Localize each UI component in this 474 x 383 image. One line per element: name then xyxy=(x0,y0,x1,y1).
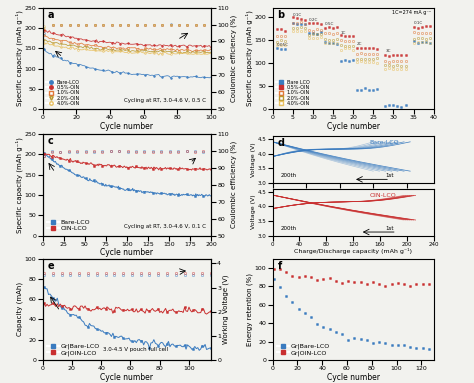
Legend: Bare-LCO, 0.5%-OIN, 1.0%-OIN, 2.0%-OIN, 4.0%-OIN: Bare-LCO, 0.5%-OIN, 1.0%-OIN, 2.0%-OIN, … xyxy=(45,79,81,107)
Y-axis label: Specific capacity (mAh g⁻¹): Specific capacity (mAh g⁻¹) xyxy=(246,10,253,106)
Text: d: d xyxy=(277,138,284,148)
Text: c: c xyxy=(48,136,54,146)
Text: 0.2C: 0.2C xyxy=(309,18,318,22)
Text: 2C: 2C xyxy=(357,43,363,46)
Legend: Gr|Bare-LCO, Gr|OIN-LCO: Gr|Bare-LCO, Gr|OIN-LCO xyxy=(46,342,101,357)
Text: 0.1C: 0.1C xyxy=(292,13,302,17)
Text: a: a xyxy=(48,10,54,20)
X-axis label: Cycle number: Cycle number xyxy=(100,122,153,131)
Text: 3C: 3C xyxy=(385,49,391,53)
Y-axis label: Coulombic efficiency (%): Coulombic efficiency (%) xyxy=(230,15,237,102)
Y-axis label: Specific capacity (mAh g⁻¹): Specific capacity (mAh g⁻¹) xyxy=(16,137,23,233)
Text: 200th: 200th xyxy=(281,226,297,231)
X-axis label: Cycle number: Cycle number xyxy=(100,248,153,257)
X-axis label: Cycle number: Cycle number xyxy=(100,373,153,381)
Legend: Bare LCO, 0.5%-OIN, 1.0%-OIN, 2.0%-OIN, 4.0%-OIN: Bare LCO, 0.5%-OIN, 1.0%-OIN, 2.0%-OIN, … xyxy=(275,79,311,107)
X-axis label: Charge/Discharge capacity (mAh g⁻¹): Charge/Discharge capacity (mAh g⁻¹) xyxy=(294,248,412,254)
Y-axis label: Coulombic efficiency (%): Coulombic efficiency (%) xyxy=(230,141,237,228)
Text: f: f xyxy=(277,260,282,270)
X-axis label: Cycle number: Cycle number xyxy=(327,122,380,131)
Text: b: b xyxy=(277,10,284,20)
Text: 1st: 1st xyxy=(385,173,394,178)
Text: 1C=274 mA g⁻¹: 1C=274 mA g⁻¹ xyxy=(392,10,430,15)
Text: 0.5C: 0.5C xyxy=(325,22,334,26)
Text: OIN-LCO: OIN-LCO xyxy=(369,193,396,198)
Text: Cycling at RT, 3.0-4.6 V, 0.1 C: Cycling at RT, 3.0-4.6 V, 0.1 C xyxy=(124,224,206,229)
Text: 0.1C: 0.1C xyxy=(413,21,423,25)
Text: e: e xyxy=(48,260,55,270)
Legend: Gr|Bare-LCO, Gr|OIN-LCO: Gr|Bare-LCO, Gr|OIN-LCO xyxy=(276,342,331,357)
Y-axis label: Specific capacity (mAh g⁻¹): Specific capacity (mAh g⁻¹) xyxy=(16,10,23,106)
Text: 1C: 1C xyxy=(341,31,346,35)
Text: 3.0-4.5 V pouch full cell: 3.0-4.5 V pouch full cell xyxy=(103,347,168,352)
Y-axis label: Voltage (V): Voltage (V) xyxy=(251,195,256,229)
Y-axis label: Energy retention (%): Energy retention (%) xyxy=(247,273,253,346)
Text: 1st: 1st xyxy=(385,226,394,231)
Text: Cycling at RT, 3.0-4.6 V, 0.5 C: Cycling at RT, 3.0-4.6 V, 0.5 C xyxy=(124,98,206,103)
Y-axis label: Voltage (V): Voltage (V) xyxy=(251,142,256,177)
Text: Bare-LCO: Bare-LCO xyxy=(369,141,399,146)
X-axis label: Cycle number: Cycle number xyxy=(327,373,380,381)
Text: 0.05C: 0.05C xyxy=(276,43,289,47)
Legend: Bare-LCO, OIN-LCO: Bare-LCO, OIN-LCO xyxy=(46,219,91,232)
Y-axis label: Capacity (mAh): Capacity (mAh) xyxy=(17,282,23,336)
Text: 200th: 200th xyxy=(281,173,297,178)
Y-axis label: Working Voltage (V): Working Voltage (V) xyxy=(223,275,229,344)
